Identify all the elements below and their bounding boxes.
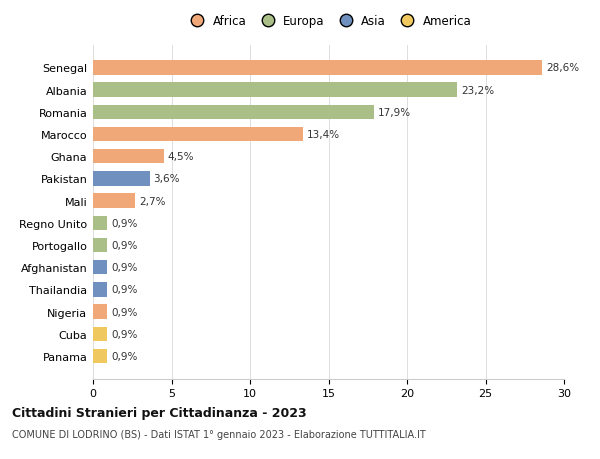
Text: 0,9%: 0,9%	[111, 285, 137, 295]
Bar	[93, 172, 149, 186]
Text: 17,9%: 17,9%	[378, 107, 411, 118]
Text: 13,4%: 13,4%	[307, 130, 340, 140]
Bar	[93, 83, 457, 98]
Bar	[93, 194, 136, 208]
Bar	[93, 327, 107, 341]
Bar	[93, 283, 107, 297]
Text: 4,5%: 4,5%	[167, 152, 194, 162]
Bar	[93, 106, 374, 120]
Text: 0,9%: 0,9%	[111, 241, 137, 251]
Bar	[93, 238, 107, 253]
Text: 2,7%: 2,7%	[139, 196, 166, 206]
Text: 0,9%: 0,9%	[111, 307, 137, 317]
Text: Cittadini Stranieri per Cittadinanza - 2023: Cittadini Stranieri per Cittadinanza - 2…	[12, 406, 307, 419]
Text: 3,6%: 3,6%	[154, 174, 180, 184]
Bar	[93, 216, 107, 230]
Text: 0,9%: 0,9%	[111, 263, 137, 273]
Bar	[93, 128, 304, 142]
Text: 0,9%: 0,9%	[111, 218, 137, 229]
Bar	[93, 150, 164, 164]
Bar	[93, 305, 107, 319]
Bar	[93, 61, 542, 75]
Text: 23,2%: 23,2%	[461, 85, 494, 95]
Text: 0,9%: 0,9%	[111, 351, 137, 361]
Text: 0,9%: 0,9%	[111, 329, 137, 339]
Legend: Africa, Europa, Asia, America: Africa, Europa, Asia, America	[182, 12, 475, 32]
Bar	[93, 261, 107, 275]
Text: COMUNE DI LODRINO (BS) - Dati ISTAT 1° gennaio 2023 - Elaborazione TUTTITALIA.IT: COMUNE DI LODRINO (BS) - Dati ISTAT 1° g…	[12, 429, 426, 439]
Text: 28,6%: 28,6%	[546, 63, 579, 73]
Bar	[93, 349, 107, 364]
